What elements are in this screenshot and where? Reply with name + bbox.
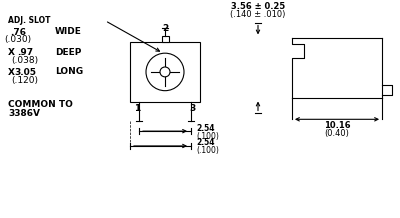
Text: (.038): (.038) — [12, 56, 38, 65]
Text: 2: 2 — [162, 24, 168, 33]
Text: (0.40): (0.40) — [324, 129, 350, 138]
Text: .97: .97 — [17, 48, 33, 57]
Circle shape — [146, 53, 184, 91]
Text: 10.16: 10.16 — [324, 121, 350, 130]
Text: .76: .76 — [10, 27, 26, 36]
Text: X: X — [8, 68, 15, 77]
Text: 3.05: 3.05 — [14, 68, 36, 77]
Text: 3: 3 — [190, 104, 196, 112]
Text: (.100): (.100) — [196, 146, 219, 155]
Text: 2.54: 2.54 — [196, 124, 214, 133]
Text: 2.54: 2.54 — [196, 138, 214, 148]
Text: ADJ. SLOT: ADJ. SLOT — [8, 16, 50, 25]
Text: WIDE: WIDE — [55, 27, 82, 36]
Text: 3386V: 3386V — [8, 109, 40, 118]
Bar — [130, 42, 200, 102]
Text: COMMON TO: COMMON TO — [8, 100, 73, 109]
Text: (.030): (.030) — [4, 35, 32, 44]
Text: (.100): (.100) — [196, 132, 219, 141]
Text: X: X — [8, 48, 15, 57]
Text: (.140 ± .010): (.140 ± .010) — [230, 10, 286, 19]
Circle shape — [160, 67, 170, 77]
Bar — [162, 36, 168, 42]
Text: LONG: LONG — [55, 67, 83, 77]
Text: 3.56 ± 0.25: 3.56 ± 0.25 — [231, 2, 285, 11]
Text: (.120): (.120) — [12, 76, 38, 85]
Text: DEEP: DEEP — [55, 48, 81, 57]
Text: 1: 1 — [134, 104, 140, 112]
